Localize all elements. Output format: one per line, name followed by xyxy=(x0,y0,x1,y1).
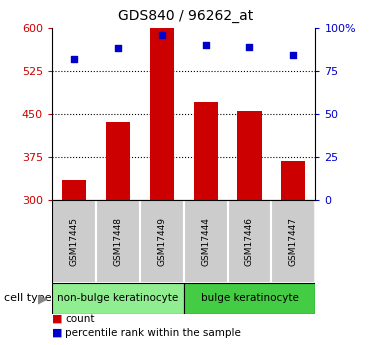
Bar xyxy=(150,27,174,200)
Text: non-bulge keratinocyte: non-bulge keratinocyte xyxy=(57,294,178,303)
Bar xyxy=(140,200,184,283)
Text: ■: ■ xyxy=(52,314,62,324)
Text: GSM17448: GSM17448 xyxy=(113,217,122,266)
Text: percentile rank within the sample: percentile rank within the sample xyxy=(65,328,241,338)
Text: GSM17445: GSM17445 xyxy=(69,217,78,266)
Point xyxy=(203,42,209,48)
Text: ▶: ▶ xyxy=(38,292,47,305)
Text: cell type: cell type xyxy=(4,294,51,303)
Point xyxy=(159,32,165,37)
Bar xyxy=(272,200,315,283)
Text: count: count xyxy=(65,314,95,324)
Text: GSM17444: GSM17444 xyxy=(201,217,210,266)
Bar xyxy=(281,161,305,200)
Point xyxy=(246,44,252,49)
Bar xyxy=(106,122,130,200)
Bar xyxy=(52,200,96,283)
Point xyxy=(71,56,77,61)
Bar xyxy=(227,200,272,283)
Point xyxy=(290,52,296,58)
Text: ■: ■ xyxy=(52,328,62,338)
Point xyxy=(115,46,121,51)
Bar xyxy=(194,102,218,200)
Text: GDS840 / 96262_at: GDS840 / 96262_at xyxy=(118,9,253,23)
Bar xyxy=(52,283,184,314)
Bar xyxy=(184,200,227,283)
Text: GSM17446: GSM17446 xyxy=(245,217,254,266)
Bar xyxy=(96,200,140,283)
Bar xyxy=(237,111,262,200)
Bar xyxy=(62,180,86,200)
Text: bulge keratinocyte: bulge keratinocyte xyxy=(201,294,298,303)
Bar xyxy=(184,283,315,314)
Text: GSM17447: GSM17447 xyxy=(289,217,298,266)
Text: GSM17449: GSM17449 xyxy=(157,217,166,266)
